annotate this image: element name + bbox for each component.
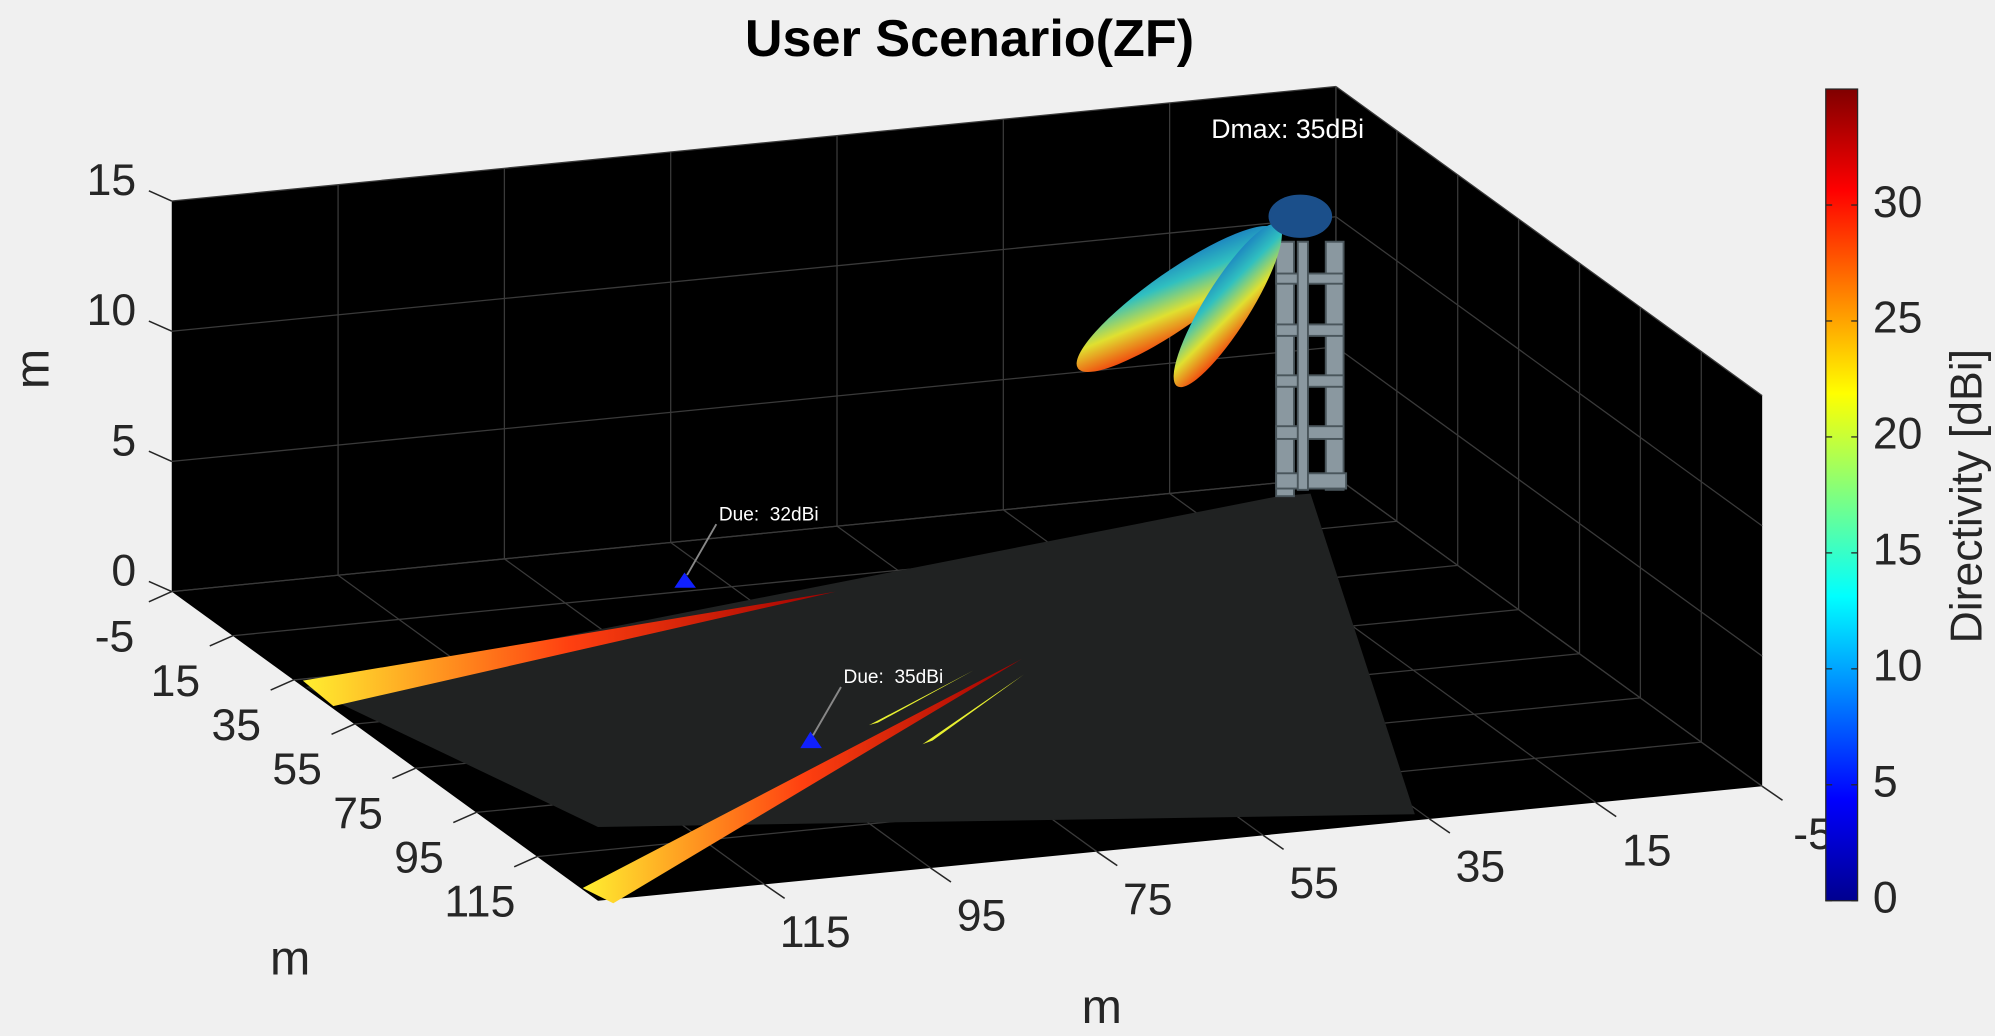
colorbar: 0 5 10 15 20 25 30 Directivity [dBi] <box>1826 89 1992 922</box>
x-tick-label: 95 <box>957 892 1007 941</box>
annotation: Due: 35dBi <box>844 667 944 688</box>
annotation: Due: 32dBi <box>719 504 819 525</box>
z-tick-label: 5 <box>111 416 136 465</box>
y-tick-label: 35 <box>212 701 262 750</box>
annotation: Dmax: 35dBi <box>1211 114 1364 144</box>
y-tick-label: 15 <box>151 657 201 706</box>
tick-mark <box>149 581 172 591</box>
colorbar-tick-label: 25 <box>1873 294 1923 343</box>
chart-title: User Scenario(ZF) <box>745 10 1194 68</box>
colorbar-tick-label: 10 <box>1873 642 1923 691</box>
tick-mark <box>1762 786 1782 800</box>
colorbar-tick-label: 30 <box>1873 178 1923 227</box>
colorbar-tick-label: 15 <box>1873 526 1923 575</box>
tick-mark <box>514 857 537 867</box>
y-tick-label: 75 <box>333 789 383 838</box>
page: {"chart_data": { "type": "surface3d", "t… <box>0 0 1995 1036</box>
tick-mark <box>392 768 415 778</box>
y-tick-label: 115 <box>444 878 515 927</box>
tick-mark <box>764 884 784 898</box>
x-tick-label: 15 <box>1622 826 1672 875</box>
x-axis-label: m <box>1082 980 1122 1034</box>
tick-mark <box>149 321 172 331</box>
tick-mark <box>149 592 172 602</box>
y-tick-label: -5 <box>95 613 135 662</box>
z-tick-label: 0 <box>111 547 136 596</box>
z-tick-label: 10 <box>87 286 137 335</box>
tick-mark <box>210 636 233 646</box>
x-tick-label: 55 <box>1289 859 1339 908</box>
y-tick-label: 95 <box>394 834 444 883</box>
colorbar-tick-label: 20 <box>1873 410 1923 459</box>
tick-mark <box>1430 819 1450 833</box>
tick-mark <box>271 680 294 690</box>
colorbar-tick-label: 5 <box>1873 758 1898 807</box>
x-tick-label: 35 <box>1456 843 1506 892</box>
y-axis-label: m <box>270 932 310 986</box>
y-tick-label: 55 <box>272 745 322 794</box>
tick-mark <box>453 812 476 822</box>
x-tick-label: 115 <box>780 908 851 957</box>
tick-mark <box>1097 852 1117 866</box>
tick-mark <box>1263 835 1283 849</box>
tick-mark <box>1596 803 1616 817</box>
tick-mark <box>332 724 355 734</box>
z-axis-label: m <box>5 349 59 389</box>
tick-mark <box>149 451 172 461</box>
chart: Dmax: 35dBi Due: 32dBi Due: 35dBi -51535… <box>0 0 1995 1036</box>
colorbar-scale <box>1826 89 1858 901</box>
tick-mark <box>149 191 172 201</box>
x-tick-label: 75 <box>1123 875 1173 924</box>
z-tick-label: 15 <box>87 156 137 205</box>
antenna-head <box>1269 195 1333 238</box>
colorbar-tick-label: 0 <box>1873 874 1898 923</box>
colorbar-label: Directivity [dBi] <box>1942 349 1991 643</box>
tick-mark <box>931 868 951 882</box>
